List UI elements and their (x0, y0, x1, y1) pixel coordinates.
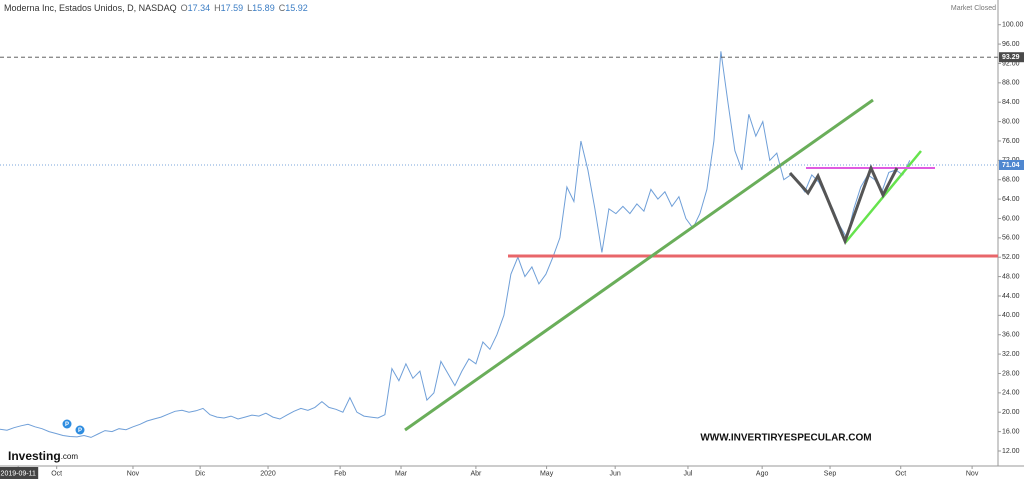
event-marker-label: P (78, 428, 82, 434)
x-tick-label: Abr (470, 470, 482, 477)
event-marker-label: P (65, 422, 69, 428)
ohlc-value: 15.89 (252, 3, 275, 13)
x-tick-label: Mar (395, 470, 408, 477)
pattern-zigzag (788, 163, 899, 246)
y-tick-label: 76.00 (1002, 138, 1020, 145)
y-tick-label: 16.00 (1002, 428, 1020, 435)
y-tick-label: 36.00 (1002, 332, 1020, 339)
y-tick-label: 48.00 (1002, 273, 1020, 280)
x-tick-label: 2019-09-11 (1, 470, 36, 477)
y-tick-label: 44.00 (1002, 293, 1020, 300)
x-tick-label: Oct (895, 470, 906, 477)
y-tick-label: 32.00 (1002, 351, 1020, 358)
y-tick-label: 12.00 (1002, 448, 1020, 455)
x-tick-label: Feb (334, 470, 346, 477)
ohlc-value: 17.34 (187, 3, 211, 13)
price-marker-label: 93.29 (1002, 54, 1020, 61)
y-tick-label: 64.00 (1002, 196, 1020, 203)
y-tick-label: 92.00 (1002, 60, 1020, 67)
y-tick-label: 100.00 (1002, 22, 1024, 29)
y-tick-label: 40.00 (1002, 312, 1020, 319)
y-tick-label: 52.00 (1002, 254, 1020, 261)
watermark: WWW.INVERTIRYESPECULAR.COM (700, 433, 871, 444)
price-line (0, 51, 911, 438)
legend-header: Moderna Inc, Estados Unidos, D, NASDAQ O1… (4, 3, 308, 13)
ohlc: O17.34 H17.59 L15.89 C15.92 (177, 3, 308, 13)
ohlc-label: L (247, 3, 253, 13)
x-tick-label: 2020 (260, 470, 276, 477)
drawings (404, 98, 998, 432)
y-tick-label: 80.00 (1002, 118, 1020, 125)
x-tick-label: Nov (966, 470, 979, 477)
brand-suffix: .com (61, 452, 79, 461)
price-marker-label: 71.04 (1002, 162, 1020, 169)
market-status: Market Closed (950, 5, 996, 12)
x-tick-label: May (540, 470, 554, 477)
y-tick-label: 68.00 (1002, 177, 1020, 184)
y-tick-label: 84.00 (1002, 99, 1020, 106)
ohlc-label: H (214, 3, 221, 13)
y-tick-label: 24.00 (1002, 390, 1020, 397)
brand-name: Investing (8, 449, 61, 463)
price-marker-box (999, 159, 1024, 170)
ohlc-value: 15.92 (285, 3, 308, 13)
event-marker[interactable] (75, 425, 85, 435)
y-tick-label: 28.00 (1002, 370, 1020, 377)
brand: Investing.com (8, 449, 78, 463)
trend-line (404, 98, 874, 432)
y-tick-label: 56.00 (1002, 235, 1020, 242)
ohlc-label: O (180, 3, 188, 13)
y-tick-label: 60.00 (1002, 215, 1020, 222)
y-tick-label: 20.00 (1002, 409, 1020, 416)
x-tick-label: Sep (824, 470, 837, 477)
symbol-title: Moderna Inc, Estados Unidos, D, NASDAQ (4, 3, 177, 13)
event-marker[interactable] (62, 419, 72, 429)
y-tick-label: 96.00 (1002, 41, 1020, 48)
x-cursor-label-bg (0, 467, 39, 479)
x-tick-label: Dic (195, 470, 206, 477)
ohlc-value: 17.59 (220, 3, 244, 13)
x-tick-label: Nov (127, 470, 140, 477)
x-tick-label: Ago (756, 470, 769, 477)
x-tick-label: Oct (51, 470, 62, 477)
price-marker-box (999, 52, 1024, 63)
x-tick-label: Jul (683, 470, 692, 477)
x-tick-label: Jun (610, 470, 621, 477)
ohlc-label: C (278, 3, 286, 13)
y-tick-label: 88.00 (1002, 80, 1020, 87)
